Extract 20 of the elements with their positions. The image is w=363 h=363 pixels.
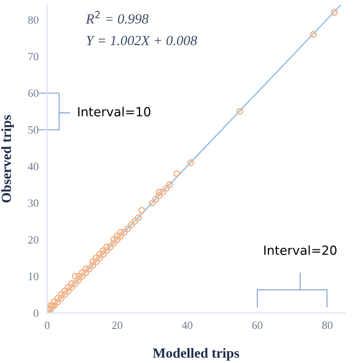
- annotation: Interval=10: [78, 106, 150, 116]
- annotation: R$^{2}$ = 0.998: [86, 10, 148, 24]
- y-tick-label: 20: [28, 236, 38, 244]
- y-axis-title: Observed trips: [1, 115, 14, 202]
- x-tick-label: 20: [112, 322, 122, 330]
- y-tick-label: 60: [28, 90, 38, 97]
- y-tick-label: 80: [28, 16, 38, 24]
- y-tick-label: 30: [28, 199, 38, 207]
- annotation: Y = 1.002X + 0.008: [86, 36, 198, 46]
- x-tick-label: 40: [182, 322, 192, 330]
- y-tick-label: 70: [28, 52, 38, 60]
- annotation: Interval=20: [264, 245, 336, 255]
- y-tick-label: 10: [28, 272, 38, 280]
- y-tick-label: 50: [28, 126, 38, 134]
- x-tick-label: 60: [252, 322, 262, 330]
- y-tick-label: 0: [34, 309, 38, 317]
- y-tick-label: 40: [28, 162, 38, 170]
- x-axis-title: Modelled trips: [152, 348, 240, 361]
- x-tick-label: 0: [44, 322, 50, 330]
- x-tick-label: 80: [322, 322, 332, 330]
